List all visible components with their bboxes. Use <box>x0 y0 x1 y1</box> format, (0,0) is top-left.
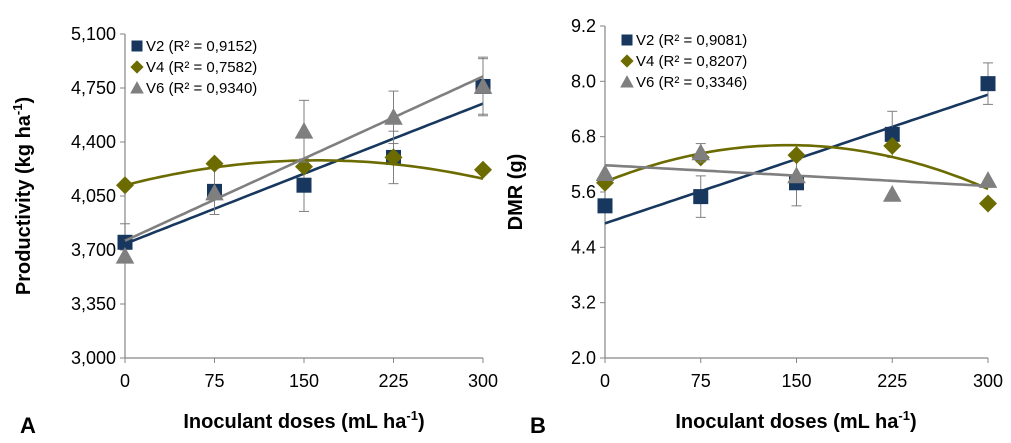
data-point-v6 <box>205 183 224 201</box>
x-axis-title: Inoculant doses (mL ha-1) <box>675 408 916 433</box>
legend-label-v4: V4 (R² = 0,7582) <box>146 59 257 76</box>
data-point-v2 <box>980 76 996 92</box>
data-point-v6 <box>691 143 711 161</box>
y-axis-title: DMR (g) <box>505 154 527 231</box>
data-point-v6 <box>595 164 615 181</box>
legend-marker-v2 <box>131 40 143 52</box>
y-axis-title: Productivity (kg ha-1) <box>10 97 35 295</box>
y-tick-label: 6.8 <box>571 127 596 147</box>
data-point-v6 <box>473 77 493 94</box>
legend-marker-v6 <box>620 75 634 88</box>
y-tick-label: 4,750 <box>71 78 116 98</box>
data-point-v2 <box>597 198 613 214</box>
data-point-v4 <box>205 154 224 173</box>
x-axis-title: Inoculant doses (mL ha-1) <box>183 408 424 433</box>
chart-panel-b: 2.0 3.2 4.4 5.6 6.8 8.0 9.2 0 75 150 225 300 DMR (g)… <box>505 16 1003 438</box>
y-tick-label: 3,350 <box>71 294 116 314</box>
y-tick-label: 3,000 <box>71 348 116 368</box>
series-v6 <box>115 56 493 264</box>
legend-label-v2: V2 (R² = 0,9081) <box>636 32 747 49</box>
x-tick-label: 225 <box>378 371 408 391</box>
y-tick-label: 4.4 <box>571 237 596 257</box>
data-point-v4 <box>787 146 806 165</box>
data-point-v2 <box>693 189 709 205</box>
y-tick-label: 5,100 <box>71 24 116 44</box>
data-point-v4 <box>474 160 492 179</box>
legend-marker-v4 <box>620 54 634 68</box>
x-tick-label: 150 <box>289 371 319 391</box>
panel-label: B <box>530 413 546 438</box>
x-tick-label: 75 <box>204 371 224 391</box>
legend-marker-v6 <box>130 81 144 94</box>
legend-label-v4: V4 (R² = 0,8207) <box>636 53 747 70</box>
y-tick-label: 3,700 <box>71 240 116 260</box>
chart-panel-a: 3,000 3,350 3,700 4,050 4,400 4,750 5,100 0 75 15… <box>10 24 498 438</box>
data-point-v6 <box>115 246 135 264</box>
data-point-v4 <box>116 176 134 195</box>
legend-marker-v4 <box>130 60 144 74</box>
x-tick-label: 0 <box>120 371 130 391</box>
data-point-v4 <box>384 148 403 167</box>
data-point-v2 <box>296 177 312 193</box>
y-tick-label: 4,050 <box>71 186 116 206</box>
x-tick-label: 225 <box>877 371 907 391</box>
data-point-v6 <box>978 171 998 188</box>
y-tick-label: 8.0 <box>571 71 596 91</box>
y-tick-label: 3.2 <box>571 293 596 313</box>
series-v6 <box>595 143 998 202</box>
y-tick-label: 9.2 <box>571 16 596 36</box>
legend-label-v2: V2 (R² = 0,9152) <box>146 38 257 55</box>
data-point-v6 <box>882 185 902 202</box>
y-tick-label: 2.0 <box>571 348 596 368</box>
trendline-v4 <box>604 143 989 191</box>
data-point-v6 <box>384 108 403 125</box>
data-point-v6 <box>294 121 314 139</box>
x-tick-label: 75 <box>691 371 711 391</box>
data-point-v2 <box>884 126 900 142</box>
x-tick-label: 0 <box>600 371 610 391</box>
panel-label: A <box>20 413 36 438</box>
data-point-v4 <box>883 136 902 155</box>
legend-label-v6: V6 (R² = 0,3346) <box>636 74 747 91</box>
y-tick-label: 5.6 <box>571 182 596 202</box>
x-tick-label: 150 <box>781 371 811 391</box>
legend-label-v6: V6 (R² = 0,9340) <box>146 80 257 97</box>
legend-marker-v2 <box>621 34 633 46</box>
series-v4 <box>596 136 997 213</box>
x-tick-label: 300 <box>973 371 1003 391</box>
data-point-v4 <box>979 194 997 213</box>
y-tick-label: 4,400 <box>71 132 116 152</box>
x-tick-label: 300 <box>468 371 498 391</box>
data-point-v6 <box>787 166 806 184</box>
